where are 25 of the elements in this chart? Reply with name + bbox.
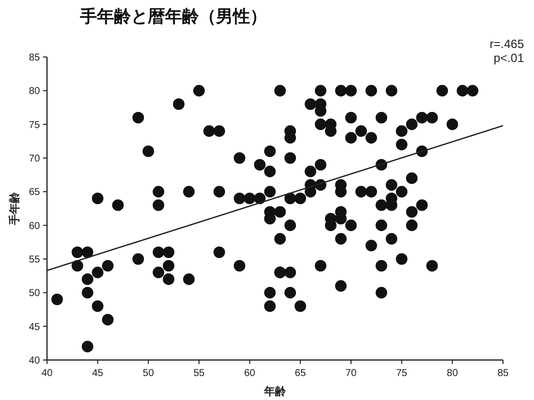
y-axis-title: 手年齢 [8, 191, 21, 226]
x-axis-title: 年齢 [263, 385, 287, 398]
x-tick-label: 70 [345, 368, 357, 379]
x-tick-label: 40 [41, 368, 53, 379]
y-tick-label: 55 [28, 254, 40, 266]
y-tick-label: 65 [28, 187, 40, 198]
annotation: p<.01 [494, 51, 524, 65]
y-tick-label: 80 [28, 86, 40, 98]
x-tick-label: 50 [142, 368, 154, 379]
chart-title: 手年齢と暦年齢（男性） [79, 7, 267, 26]
y-tick-label: 85 [28, 52, 40, 64]
y-tick-label: 50 [28, 288, 40, 300]
x-tick-label: 55 [193, 368, 205, 379]
x-tick-label: 65 [294, 368, 306, 379]
x-tick-label: 45 [92, 368, 104, 379]
y-tick-label: 60 [28, 220, 40, 232]
y-tick-label: 70 [28, 154, 40, 164]
y-tick-label: 40 [28, 356, 40, 366]
x-tick-label: 85 [497, 368, 509, 379]
x-tick-label: 75 [396, 368, 408, 379]
x-tick-label: 80 [446, 368, 458, 379]
x-tick-label: 60 [244, 368, 256, 379]
y-tick-label: 45 [28, 322, 40, 333]
text: r=.465 [490, 37, 524, 51]
y-tick-label: 75 [28, 120, 40, 131]
